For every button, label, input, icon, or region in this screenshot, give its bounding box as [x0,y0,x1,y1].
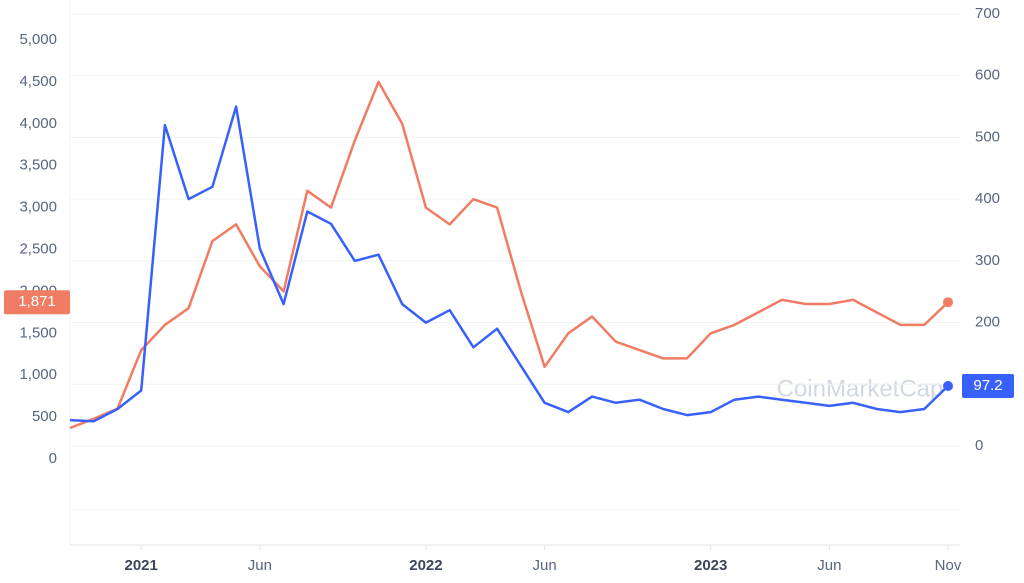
y2-tick-label: 0 [975,437,983,454]
watermark: CoinMarketCap [777,375,944,402]
y-tick-label: 500 [32,408,57,425]
y2-tick-label: 700 [975,5,1000,22]
y2-tick-label: 300 [975,252,1000,269]
y-tick-label: 1,500 [19,324,57,341]
x-tick-label: Jun [248,557,272,574]
y-tick-label: 2,500 [19,240,57,257]
end-marker [943,297,953,308]
y-tick-label: 4,000 [19,115,57,132]
value-label: 97.2 [973,377,1002,394]
value-label: 1,871 [18,293,56,310]
x-tick-label: 2022 [409,557,442,574]
y-tick-label: 4,500 [19,73,57,90]
x-tick-label: 2023 [694,557,727,574]
y2-tick-label: 200 [975,314,1000,331]
x-tick-label: Jun [533,557,557,574]
x-tick-label: Jun [817,557,841,574]
y-tick-label: 3,500 [19,157,57,174]
y-tick-label: 1,000 [19,366,57,383]
x-tick-label: Nov [935,557,962,574]
y2-tick-label: 600 [975,67,1000,84]
line [69,80,949,430]
y2-tick-label: 400 [975,190,1000,207]
value-badge [4,290,70,315]
x-tick-label: 2021 [125,557,158,574]
y-tick-label: 3,000 [19,199,57,216]
y-tick-label: 5,000 [19,31,57,48]
end-marker [943,381,953,392]
value-badge [962,374,1014,399]
line [69,105,949,423]
y2-tick-label: 500 [975,128,1000,145]
y-tick-label: 0 [49,450,57,467]
